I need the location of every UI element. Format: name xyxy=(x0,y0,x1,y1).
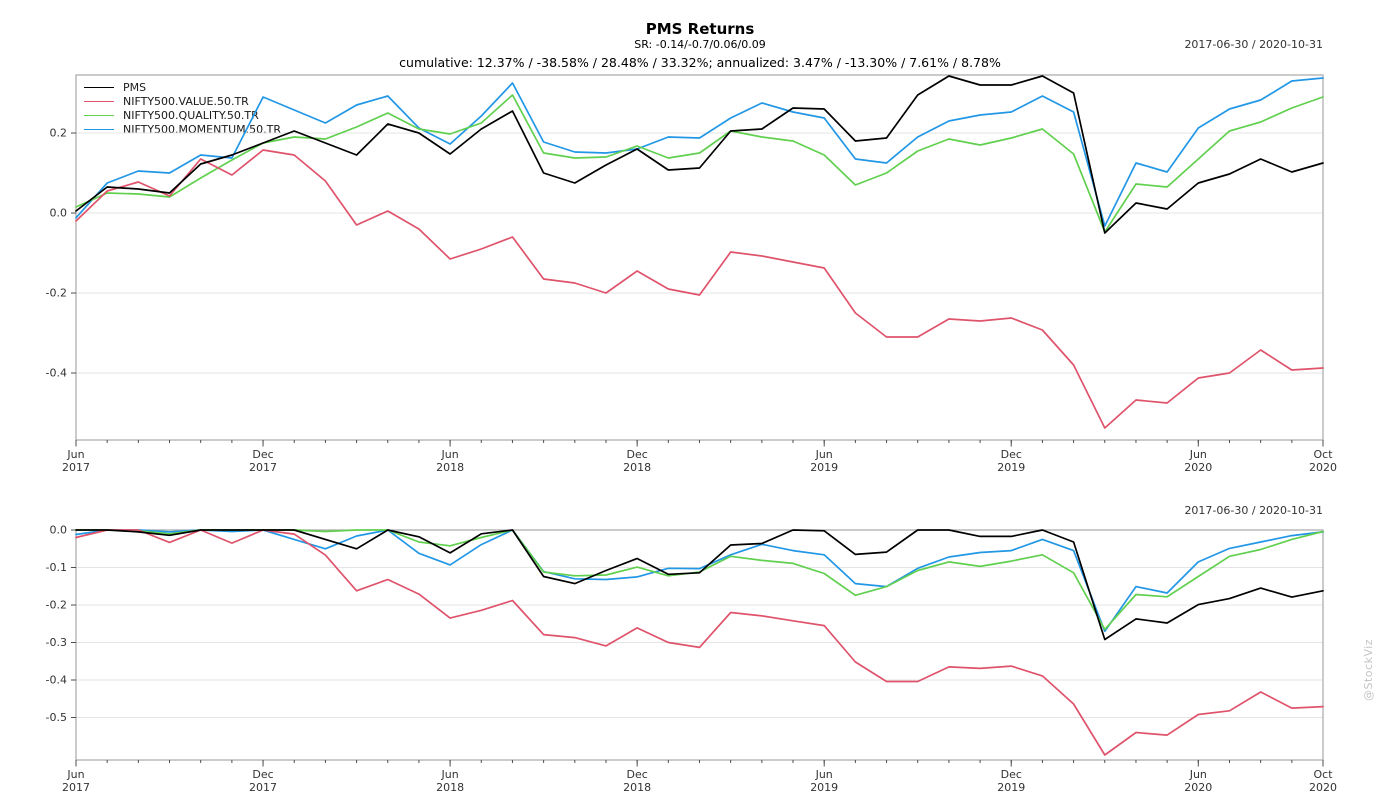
y-tick-label: -0.4 xyxy=(46,674,67,687)
legend-label: NIFTY500.QUALITY.50.TR xyxy=(123,108,259,122)
x-tick-label-month: Jun xyxy=(441,768,459,781)
x-tick-label-month: Jun xyxy=(1189,768,1207,781)
date-range-label-top: 2017-06-30 / 2020-10-31 xyxy=(1184,38,1323,51)
series-line-NIFTY500.QUALITY.50.TR xyxy=(75,94,1324,233)
x-tick-label-year: 2020 xyxy=(1184,461,1212,474)
y-tick-label: -0.1 xyxy=(46,561,67,574)
legend-item: NIFTY500.QUALITY.50.TR xyxy=(84,108,281,122)
y-tick-label: -0.4 xyxy=(46,367,67,380)
x-tick-label-year: 2018 xyxy=(436,781,464,794)
x-tick-label-year: 2020 xyxy=(1309,781,1337,794)
x-tick-label-month: Jun xyxy=(66,448,84,461)
x-tick-label-year: 2018 xyxy=(623,461,651,474)
legend-label: NIFTY500.VALUE.50.TR xyxy=(123,94,249,108)
series-line-NIFTY500.VALUE.50.TR xyxy=(75,529,1324,756)
x-tick-label-month: Dec xyxy=(627,768,648,781)
x-tick-label-year: 2018 xyxy=(623,781,651,794)
legend-line-sample xyxy=(84,128,114,130)
legend-label: NIFTY500.MOMENTUM.50.TR xyxy=(123,122,281,136)
x-tick-label-month: Jun xyxy=(815,768,833,781)
series-line-NIFTY500.VALUE.50.TR xyxy=(75,149,1324,429)
y-tick-label: -0.5 xyxy=(46,711,67,724)
date-range-label-bottom: 2017-06-30 / 2020-10-31 xyxy=(1184,504,1323,517)
series-line-NIFTY500.MOMENTUM.50.TR xyxy=(75,529,1324,633)
x-tick-label-year: 2019 xyxy=(810,781,838,794)
sharpe-ratio-subtitle: SR: -0.14/-0.7/0.06/0.09 xyxy=(634,38,766,51)
x-tick-label-year: 2017 xyxy=(62,781,90,794)
x-tick-label-year: 2019 xyxy=(997,781,1025,794)
y-tick-label: 0.0 xyxy=(50,524,68,537)
y-tick-label: 0.0 xyxy=(50,207,68,220)
legend-item: NIFTY500.MOMENTUM.50.TR xyxy=(84,122,281,136)
legend-line-sample xyxy=(84,86,114,88)
x-tick-label-month: Jun xyxy=(66,768,84,781)
x-tick-label-year: 2017 xyxy=(249,461,277,474)
x-tick-label-month: Dec xyxy=(627,448,648,461)
x-tick-label-month: Dec xyxy=(252,768,273,781)
series-line-PMS xyxy=(75,529,1324,641)
y-tick-label: -0.3 xyxy=(46,636,67,649)
x-tick-label-year: 2019 xyxy=(997,461,1025,474)
y-tick-label: 0.2 xyxy=(50,127,68,140)
legend-item: NIFTY500.VALUE.50.TR xyxy=(84,94,281,108)
x-tick-label-year: 2020 xyxy=(1184,781,1212,794)
x-tick-label-month: Dec xyxy=(1001,448,1022,461)
plot-frame xyxy=(75,529,1324,761)
y-tick-label: -0.2 xyxy=(46,599,67,612)
series-line-NIFTY500.QUALITY.50.TR xyxy=(75,529,1324,631)
plot-frame xyxy=(75,74,1324,441)
x-tick-label-month: Dec xyxy=(1001,768,1022,781)
x-tick-label-month: Dec xyxy=(252,448,273,461)
x-tick-label-year: 2017 xyxy=(249,781,277,794)
x-tick-label-month: Oct xyxy=(1313,448,1333,461)
watermark: @StockViz xyxy=(1362,638,1375,701)
legend-line-sample xyxy=(84,114,114,116)
page-title: PMS Returns xyxy=(645,20,755,38)
x-tick-label-month: Oct xyxy=(1313,768,1333,781)
y-tick-label: -0.2 xyxy=(46,287,67,300)
series-line-NIFTY500.MOMENTUM.50.TR xyxy=(75,77,1324,227)
x-tick-label-year: 2017 xyxy=(62,461,90,474)
x-tick-label-month: Jun xyxy=(815,448,833,461)
cumulative-annualized-stats: cumulative: 12.37% / -38.58% / 28.48% / … xyxy=(399,55,1001,70)
x-tick-label-month: Jun xyxy=(441,448,459,461)
legend-item: PMS xyxy=(84,80,281,94)
legend-line-sample xyxy=(84,100,114,102)
series-line-PMS xyxy=(75,75,1324,234)
x-tick-label-year: 2018 xyxy=(436,461,464,474)
legend: PMS NIFTY500.VALUE.50.TR NIFTY500.QUALITY.… xyxy=(84,80,281,136)
legend-label: PMS xyxy=(123,80,147,94)
x-tick-label-year: 2020 xyxy=(1309,461,1337,474)
x-tick-label-year: 2019 xyxy=(810,461,838,474)
x-tick-label-month: Jun xyxy=(1189,448,1207,461)
